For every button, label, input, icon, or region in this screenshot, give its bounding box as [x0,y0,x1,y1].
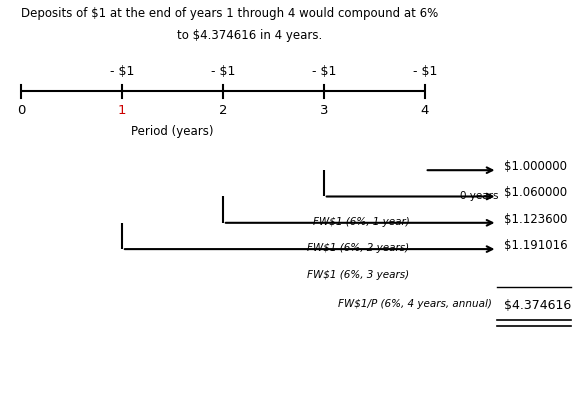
Text: FW$1 (6%, 1 year): FW$1 (6%, 1 year) [313,217,410,227]
Text: 3: 3 [319,103,328,116]
Text: $1.123600: $1.123600 [504,213,568,226]
Text: Period (years): Period (years) [131,125,214,138]
Text: FW$1 (6%, 3 years): FW$1 (6%, 3 years) [308,270,410,280]
Text: - $1: - $1 [211,65,235,78]
Text: Deposits of $1 at the end of years 1 through 4 would compound at 6%: Deposits of $1 at the end of years 1 thr… [21,7,438,20]
Text: - $1: - $1 [110,65,134,78]
Text: FW$1/P (6%, 4 years, annual): FW$1/P (6%, 4 years, annual) [339,299,492,309]
Text: $1.000000: $1.000000 [504,160,568,173]
Text: FW$1 (6%, 2 years): FW$1 (6%, 2 years) [308,244,410,253]
Text: to $4.374616 in 4 years.: to $4.374616 in 4 years. [177,29,323,42]
Text: $1.060000: $1.060000 [504,186,568,199]
Text: 4: 4 [420,103,429,116]
Text: 0: 0 [17,103,25,116]
Text: 1: 1 [117,103,126,116]
Text: $4.374616: $4.374616 [504,299,572,312]
Text: - $1: - $1 [312,65,336,78]
Text: $1.191016: $1.191016 [504,239,568,252]
Text: 2: 2 [218,103,227,116]
Text: 0 years: 0 years [460,191,498,201]
Text: - $1: - $1 [413,65,437,78]
